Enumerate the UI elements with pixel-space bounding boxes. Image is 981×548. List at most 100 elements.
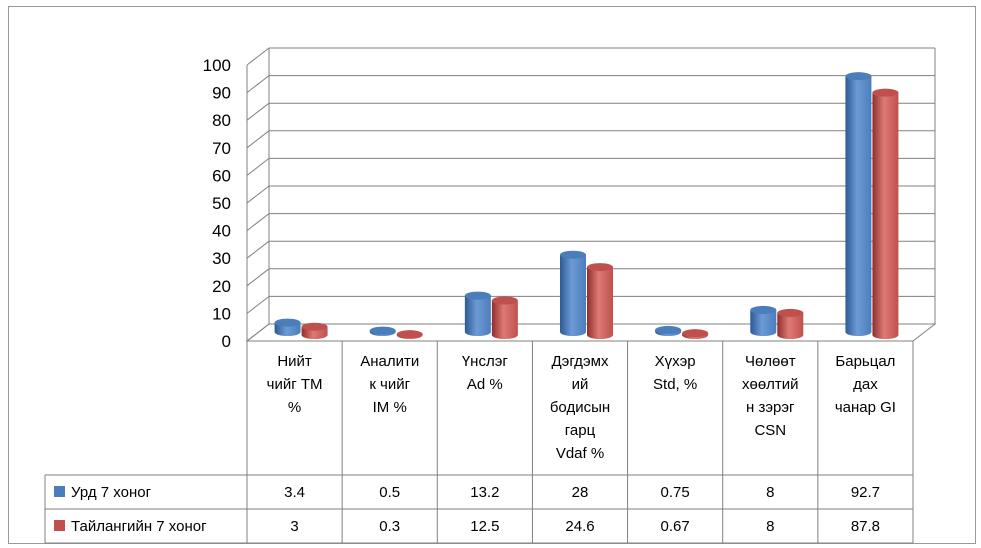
y-tick-label: 100 [203,56,231,75]
data-table-value: 0.5 [379,484,400,501]
gridline-side [246,102,270,121]
bar-prev-week [655,325,682,336]
legend-key [54,520,65,531]
gridline-side [246,185,270,204]
category-label-line: чийг TM [267,376,323,393]
category-label-line: CSN [754,422,786,439]
data-table-value: 0.3 [379,518,400,535]
category-label-line: Хүхэр [655,353,696,370]
bar-top [750,305,777,314]
category-label-line: чанар GI [835,399,896,416]
category-label: Аналити к чийг IM % [360,353,419,416]
bar-top [464,291,491,300]
bar-body [845,76,872,336]
gridline-side [246,75,270,93]
gridline-side [246,130,270,149]
category-label-line: Барьцал [835,353,895,370]
data-table-value: 0.75 [661,484,690,501]
category-label-line: хөөлтий [742,376,799,393]
bar-prev-week [369,326,396,336]
bar-top [491,296,518,305]
bar-report-week [301,322,328,339]
bar-prev-week [560,250,586,336]
category-label-line: ий [572,376,589,393]
legend-label: Тайлангийн 7 хоног [71,518,207,535]
bar-prev-week [845,72,872,336]
bar-top [587,263,613,272]
data-table-value: 24.6 [565,518,594,535]
category-label-line: бодисын [550,399,610,416]
bar-body [750,309,777,336]
category-label-line: Үнслэг [462,353,509,370]
data-table-value: 28 [572,484,589,501]
y-tick-label: 0 [222,332,231,351]
category-label: Хүхэр Std, % [653,353,697,393]
bar-report-week [491,296,518,339]
category-label-line: Чөлөөт [745,353,796,370]
chart-frame [8,6,976,544]
data-table-value: 8 [766,518,774,535]
bar-prev-week [464,291,491,336]
data-table-value: 3.4 [284,484,305,501]
bar-body [464,295,491,336]
category-label: Үнслэг Ad % [462,353,509,393]
category-label: Барьцал дах чанар GI [835,353,896,416]
y-tick-label: 50 [212,194,231,213]
bar-prev-week [750,305,777,336]
bar-report-week [777,308,804,339]
y-tick-label: 20 [212,277,231,296]
bar-top [682,329,709,338]
category-label-line: Нийт [277,353,312,370]
data-table-value: 87.8 [851,518,880,535]
category-label-line: Дэгдэмх [552,353,609,370]
category-label-line: гарц [565,422,596,439]
legend-label: Урд 7 хоног [71,484,152,501]
category-label: Дэгдэмх ий бодисын гарц Vdaf % [550,353,610,462]
bar-body [777,312,804,339]
category-label-line: Vdaf % [556,445,604,462]
bar-report-week [872,88,899,339]
y-tick-label: 80 [212,111,231,130]
category-label-line: % [288,399,301,416]
category-label: Нийт чийг TM% [267,353,323,416]
bar-top [301,322,328,331]
bar-body [872,92,899,339]
data-table-value: 13.2 [470,484,499,501]
bar-body [491,300,518,339]
bar-report-week [682,329,709,339]
bar-body [560,254,586,336]
gridline-side [246,213,270,231]
bar-report-week [587,263,613,339]
gridline-side [246,47,270,66]
bar-top [777,308,804,317]
bar-top [560,250,586,259]
bar-top [872,88,899,97]
data-table-value: 8 [766,484,774,501]
gridline-side [246,268,270,287]
floor [245,323,937,342]
bar-top [845,72,872,81]
category-label-line: Ad % [467,376,503,393]
y-tick-label: 60 [212,166,231,185]
category-label-line: IM % [373,399,407,416]
gridline-side [246,296,270,314]
y-tick-label: 90 [212,84,231,103]
y-tick-label: 70 [212,139,231,158]
bar-top [396,330,423,339]
data-table-value: 0.67 [661,518,690,535]
gridline-side [246,240,270,259]
bar-report-week [396,330,423,339]
bar-body [587,267,613,339]
legend-key [54,486,65,497]
y-tick-label: 40 [212,222,231,241]
category-label-line: Std, % [653,376,697,393]
category-label-line: к чийг [369,376,410,393]
y-tick-label: 10 [212,304,231,323]
data-table-value: 92.7 [851,484,880,501]
bar-top [274,318,301,327]
bar-prev-week [274,318,301,336]
data-table-value: 12.5 [470,518,499,535]
gridline-side [246,158,270,176]
category-label-line: дах [853,376,878,393]
